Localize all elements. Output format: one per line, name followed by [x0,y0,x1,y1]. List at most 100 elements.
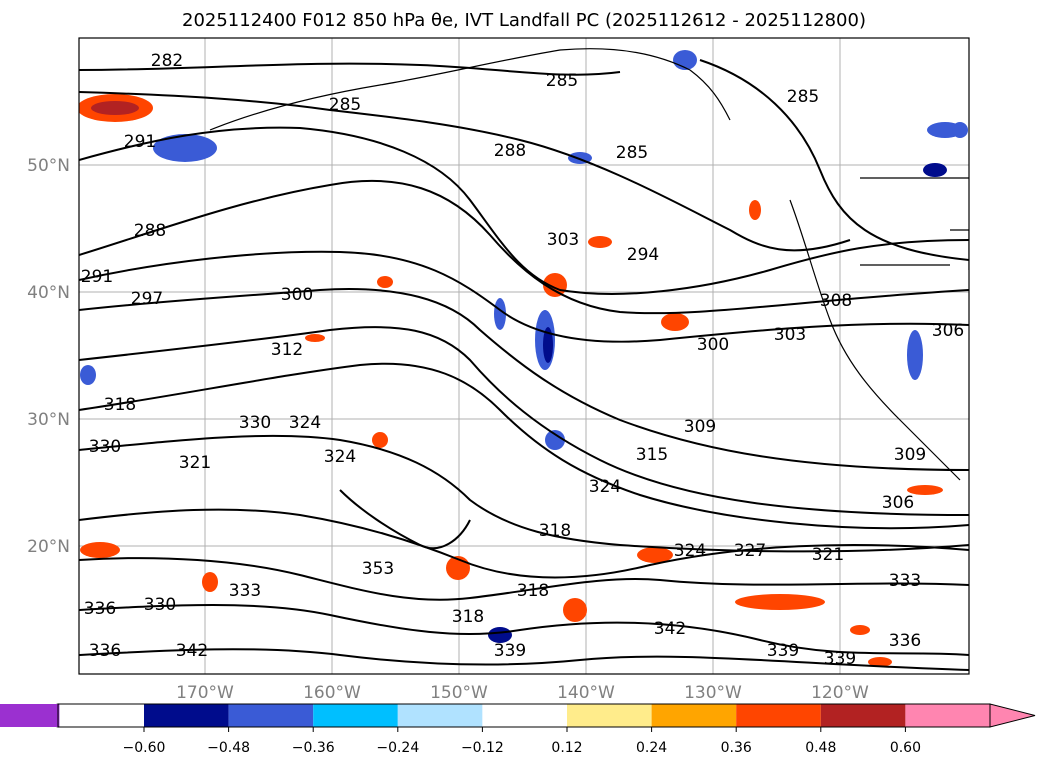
contour-label: 336 [89,641,121,661]
contour-label: 306 [882,493,914,513]
contour-label: 303 [547,230,579,250]
contour-label: 330 [239,413,271,433]
contour-line [339,489,471,550]
contour-label: 297 [131,289,163,309]
contour-label: 324 [324,447,356,467]
contour-line [79,91,851,252]
positive-anomaly [850,625,870,635]
contour-line [79,326,969,516]
contour-label: 291 [81,267,113,287]
negative-anomaly [907,330,923,380]
colorbar-frame [57,703,991,728]
contour-label: 318 [539,521,571,541]
map-frame [78,37,970,675]
contour-line [79,126,969,295]
lon-tick-label: 170°W [176,683,234,703]
lon-tick-label: 160°W [303,683,361,703]
lon-tick-label: 140°W [557,683,615,703]
colorbar-segment [905,704,990,727]
contour-label: 291 [124,132,156,152]
contour-label: 342 [654,619,686,639]
contour-label: 282 [151,51,183,71]
colorbar-segment [820,704,906,727]
colorbar-label: −0.12 [461,740,504,756]
contour-label: 339 [824,649,856,669]
colorbar-label: −0.60 [123,740,166,756]
contour-label: 285 [616,143,648,163]
contour-label: 324 [674,541,706,561]
lon-tick-label: 130°W [684,683,742,703]
colorbar-segment [651,704,737,727]
positive-anomaly [202,572,218,592]
colorbar-label: 0.60 [890,740,921,756]
positive-anomaly [80,542,120,558]
theta-e-contours [79,59,969,671]
colorbar-label: 0.24 [636,740,667,756]
west-coast [789,199,961,481]
longitude-tick-labels: 170°W 160°W 150°W 140°W 130°W 120°W [176,683,869,703]
contour-label: 330 [89,437,121,457]
contour-line [79,434,969,553]
contour-line [79,179,969,315]
colorbar-segment [0,704,60,727]
contour-line [699,59,969,261]
colorbar-segment [313,704,398,727]
contour-label: 308 [820,291,852,311]
contour-label: 294 [627,245,659,265]
positive-anomaly [588,236,612,248]
contour-labels: 282 285 285 285 291 288 285 288 291 297 300 303 294 3… [81,51,964,669]
contour-label: 318 [104,395,136,415]
positive-anomaly [377,276,393,288]
positive-anomaly [868,657,892,667]
contour-label: 300 [697,335,729,355]
contour-line [79,62,621,76]
contour-label: 318 [452,607,484,627]
contour-line [79,648,969,671]
colorbar-segment [228,704,314,727]
lat-tick-label: 50°N [27,156,70,176]
colorbar-segment [397,704,483,727]
colorbar-label: −0.48 [207,740,250,756]
contour-label: 330 [144,595,176,615]
plot-title: 2025112400 F012 850 hPa θe, IVT Landfall… [182,10,866,31]
colorbar-label: 0.36 [721,740,752,756]
negative-anomaly [545,430,565,450]
negative-anomaly [494,298,506,330]
colorbar-label: −0.36 [292,740,335,756]
negative-anomaly [952,122,968,138]
positive-anomaly [305,334,325,342]
contour-label: 285 [787,87,819,107]
contour-label: 288 [494,141,526,161]
positive-anomaly [907,485,943,495]
negative-anomaly [923,163,947,177]
coastlines [209,48,969,481]
contour-label: 339 [767,641,799,661]
negative-anomaly [543,327,553,363]
positive-anomaly [735,594,825,610]
colorbar-segment [144,704,229,727]
map-background [79,38,969,674]
map-panel: 282 285 285 285 291 288 285 288 291 297 300 303 294 3… [78,37,970,675]
contour-label: 324 [589,477,621,497]
colorbar-label: 0.48 [805,740,836,756]
lat-tick-label: 40°N [27,283,70,303]
contour-label: 336 [84,599,116,619]
contour-label: 336 [889,631,921,651]
colorbar-label: 0.12 [551,740,582,756]
positive-anomaly [563,598,587,622]
contour-label: 309 [684,417,716,437]
contour-line [79,604,969,656]
colorbar-segment [482,704,567,727]
negative-anomaly [80,365,96,385]
contour-line [79,557,969,601]
contour-line [79,288,969,471]
contour-label: 339 [494,641,526,661]
lon-tick-label: 120°W [811,683,869,703]
contour-label: 315 [636,445,668,465]
positive-anomaly [91,101,139,115]
contour-label: 342 [176,641,208,661]
colorbar-extend-max [989,703,1036,728]
contour-line [79,508,969,579]
lat-tick-label: 30°N [27,410,70,430]
colorbar-segment [567,704,652,727]
